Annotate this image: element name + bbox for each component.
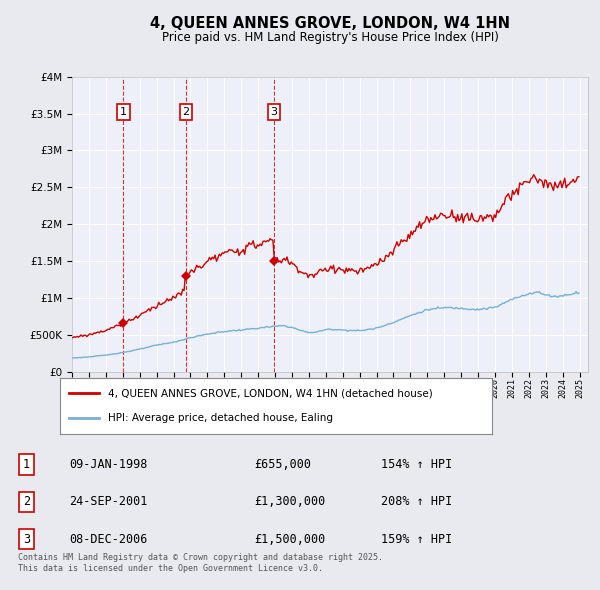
Text: 24-SEP-2001: 24-SEP-2001: [70, 496, 148, 509]
Text: £1,300,000: £1,300,000: [254, 496, 325, 509]
Text: 2: 2: [182, 107, 190, 117]
Text: Contains HM Land Registry data © Crown copyright and database right 2025.
This d: Contains HM Land Registry data © Crown c…: [18, 553, 383, 573]
Text: HPI: Average price, detached house, Ealing: HPI: Average price, detached house, Eali…: [107, 413, 332, 423]
Text: 09-JAN-1998: 09-JAN-1998: [70, 458, 148, 471]
Text: £655,000: £655,000: [254, 458, 311, 471]
Text: 2: 2: [23, 496, 30, 509]
Text: Price paid vs. HM Land Registry's House Price Index (HPI): Price paid vs. HM Land Registry's House …: [161, 31, 499, 44]
Text: 3: 3: [271, 107, 277, 117]
Text: 3: 3: [23, 533, 30, 546]
Text: 154% ↑ HPI: 154% ↑ HPI: [380, 458, 452, 471]
Text: 1: 1: [120, 107, 127, 117]
Text: 1: 1: [23, 458, 30, 471]
Text: 08-DEC-2006: 08-DEC-2006: [70, 533, 148, 546]
Text: 208% ↑ HPI: 208% ↑ HPI: [380, 496, 452, 509]
Text: 159% ↑ HPI: 159% ↑ HPI: [380, 533, 452, 546]
Text: 4, QUEEN ANNES GROVE, LONDON, W4 1HN: 4, QUEEN ANNES GROVE, LONDON, W4 1HN: [150, 16, 510, 31]
Text: 4, QUEEN ANNES GROVE, LONDON, W4 1HN (detached house): 4, QUEEN ANNES GROVE, LONDON, W4 1HN (de…: [107, 388, 432, 398]
Text: £1,500,000: £1,500,000: [254, 533, 325, 546]
